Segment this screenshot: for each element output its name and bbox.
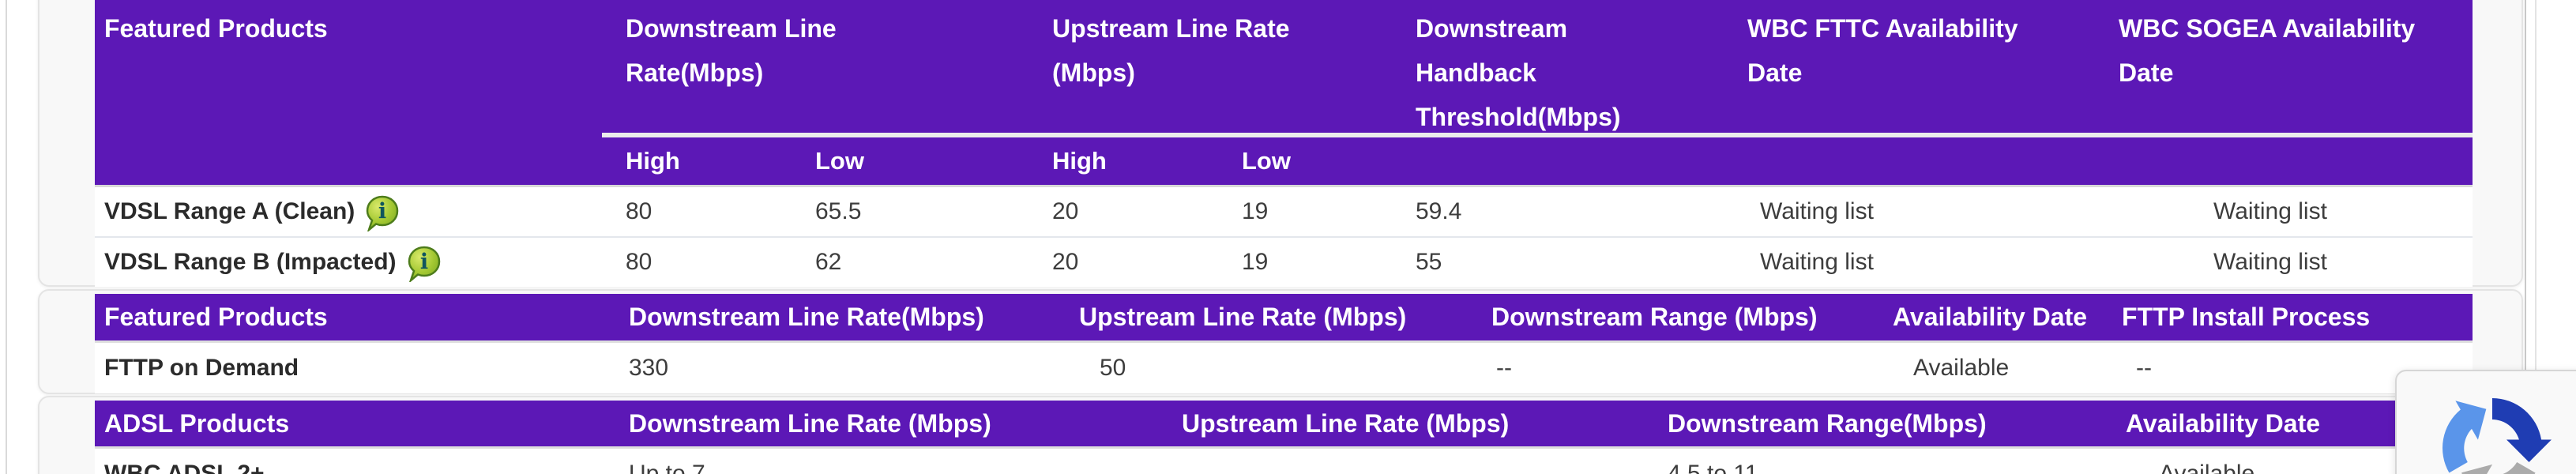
subheader-downstream-high: High [626, 147, 680, 175]
product-name-cell: FTTP on Demand [95, 355, 626, 382]
vdsl-products-table: Featured Products Downstream Line Rate(M… [95, 0, 2473, 287]
table-row-fttp-on-demand: FTTP on Demand 330 50 -- Available -- [95, 343, 2473, 393]
adsl-products-card: ADSL Products Downstream Line Rate (Mbps… [38, 396, 2523, 474]
column-header-downstream-line-rate: Downstream Line Rate(Mbps) [626, 14, 837, 87]
info-icon[interactable]: i [366, 195, 399, 231]
column-header-upstream-line-rate: Upstream Line Rate (Mbps) [1182, 408, 1510, 438]
column-header-downstream-handback-threshold: Downstream Handback Threshold(Mbps) [1416, 14, 1621, 131]
column-header-upstream-line-rate: Upstream Line Rate (Mbps) [1079, 303, 1407, 331]
column-header-availability-date: Availability Date [2126, 408, 2321, 438]
product-name-label: VDSL Range A (Clean) [104, 198, 355, 224]
cell-handback: 59.4 [1416, 198, 1462, 224]
cell-handback: 55 [1416, 249, 1442, 275]
column-header-wbc-sogea-availability-date: WBC SOGEA Availability Date [2119, 14, 2416, 87]
column-header-downstream-range: Downstream Range(Mbps) [1668, 408, 1987, 438]
subheader-upstream-low: Low [1242, 147, 1291, 175]
product-name-label: VDSL Range B (Impacted) [104, 249, 397, 275]
cell-upstream: -- [1182, 461, 1198, 474]
column-header-availability-date: Availability Date [1893, 303, 2088, 331]
svg-text:i: i [378, 199, 386, 224]
adsl-table-header: ADSL Products Downstream Line Rate (Mbps… [95, 401, 2473, 449]
column-header-fttp-install-process: FTTP Install Process [2122, 303, 2371, 331]
cell-ds-high: 80 [626, 249, 652, 275]
cell-ds-low: 65.5 [815, 198, 862, 224]
recaptcha-logo-icon [2442, 398, 2552, 474]
cell-install-process: -- [2136, 355, 2152, 381]
table-row-vdsl-range-b: VDSL Range B (Impacted) i 80 62 20 19 55… [95, 236, 2473, 287]
column-header-downstream-range: Downstream Range (Mbps) [1491, 303, 1818, 331]
adsl-products-table: ADSL Products Downstream Line Rate (Mbps… [95, 401, 2473, 474]
panel-right-border [2525, 0, 2526, 474]
column-header-wbc-fttc-availability-date: WBC FTTC Availability Date [1747, 14, 2018, 87]
cell-us-low: 19 [1242, 198, 1269, 224]
subheader-upstream-high: High [1052, 147, 1107, 175]
column-header-featured-products: Featured Products [104, 14, 328, 43]
vdsl-featured-products-card: Featured Products Downstream Line Rate(M… [38, 0, 2523, 287]
recaptcha-badge[interactable] [2395, 370, 2576, 474]
cell-downstream: 330 [629, 355, 669, 381]
fttp-products-table: Featured Products Downstream Line Rate(M… [95, 294, 2473, 393]
cell-fttc-availability: Waiting list [1760, 198, 1874, 224]
column-header-downstream-line-rate: Downstream Line Rate(Mbps) [629, 303, 984, 331]
info-icon[interactable]: i [408, 246, 441, 282]
column-header-adsl-products: ADSL Products [104, 408, 290, 438]
fttp-featured-products-card: Featured Products Downstream Line Rate(M… [38, 289, 2523, 394]
product-name-cell: WBC ADSL 2+ [95, 461, 626, 474]
cell-downstream-range: 4.5 to 11 [1668, 461, 1758, 474]
fttp-table-header: Featured Products Downstream Line Rate(M… [95, 294, 2473, 343]
subheader-downstream-low: Low [815, 147, 864, 175]
svg-text:i: i [419, 250, 427, 274]
cell-ds-low: 62 [815, 249, 842, 275]
cell-availability: Available [1913, 355, 2010, 381]
cell-upstream: 50 [1100, 355, 1126, 381]
cell-us-high: 20 [1052, 198, 1079, 224]
cell-ds-high: 80 [626, 198, 652, 224]
cell-us-low: 19 [1242, 249, 1269, 275]
product-name-label: FTTP on Demand [104, 355, 299, 381]
product-name-cell: VDSL Range B (Impacted) i [95, 243, 602, 282]
cell-downstream: Up to 7 [629, 461, 705, 474]
cell-sogea-availability: Waiting list [2213, 198, 2327, 224]
table-row-vdsl-range-a: VDSL Range A (Clean) i 80 65.5 20 19 59.… [95, 187, 2473, 236]
page-scrollbar[interactable] [2535, 0, 2537, 474]
page-left-border [6, 0, 7, 474]
table-row-wbc-adsl-2plus: WBC ADSL 2+ Up to 7 -- 4.5 to 11 Availab… [95, 449, 2473, 474]
cell-fttc-availability: Waiting list [1760, 249, 1874, 275]
product-name-cell: VDSL Range A (Clean) i [95, 192, 602, 231]
cell-sogea-availability: Waiting list [2213, 249, 2327, 275]
column-header-upstream-line-rate: Upstream Line Rate (Mbps) [1052, 14, 1290, 87]
product-name-label: WBC ADSL 2+ [104, 461, 265, 474]
column-header-downstream-line-rate: Downstream Line Rate (Mbps) [629, 408, 991, 438]
header-divider-line [602, 133, 2473, 137]
column-header-featured-products: Featured Products [104, 303, 328, 331]
cell-downstream-range: -- [1496, 355, 1512, 381]
vdsl-table-body: VDSL Range A (Clean) i 80 65.5 20 19 59.… [95, 185, 2473, 287]
cell-us-high: 20 [1052, 249, 1079, 275]
vdsl-table-header: Featured Products Downstream Line Rate(M… [95, 0, 2473, 185]
cell-availability: Available [2159, 461, 2255, 474]
